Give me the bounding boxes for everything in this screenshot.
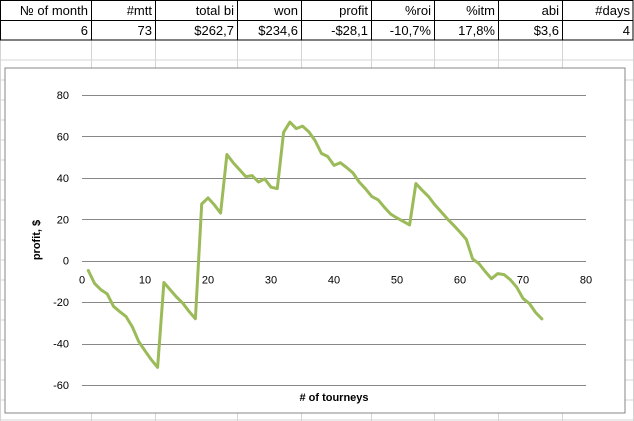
table-value-cell: $234,6 [258, 23, 298, 38]
table-value-cell: $3,6 [534, 23, 559, 38]
x-tick-labels: 0 10 20 30 40 50 60 70 80 [79, 275, 592, 287]
stats-table: № of month #mtt total bi won profit %roi %itm a… [0, 0, 634, 41]
table-header-cell: abi [542, 3, 559, 18]
x-tick-label: 70 [517, 275, 529, 287]
x-tick-label: 80 [580, 275, 592, 287]
series-lines [86, 120, 544, 369]
table-header-cell: #days [595, 3, 630, 18]
x-tick-label: 0 [79, 275, 85, 287]
table-header-cell: #mtt [127, 3, 153, 18]
x-tick-label: 30 [265, 275, 277, 287]
y-tick-label: 40 [57, 173, 69, 185]
table-value-cell: 17,8% [458, 23, 495, 38]
y-tick-label: 60 [57, 131, 69, 143]
table-value-cell: 4 [623, 23, 630, 38]
y-tick-label: 80 [57, 90, 69, 102]
table-value-cell: -$28,1 [331, 23, 368, 38]
chart-gridlines [82, 95, 586, 386]
y-tick-label: -60 [53, 380, 69, 392]
x-axis-label: # of tourneys [299, 392, 368, 404]
y-tick-label: 20 [57, 214, 69, 226]
table-value-cell: $262,7 [194, 23, 234, 38]
series-line [86, 120, 544, 369]
table-header-cell: won [273, 3, 298, 18]
chart-area [4, 67, 626, 414]
table-value-cell: -10,7% [390, 23, 432, 38]
x-tick-label: 50 [391, 275, 403, 287]
table-value-cell: 73 [138, 23, 152, 38]
x-tick-label: 60 [454, 275, 466, 287]
x-tick-label: 10 [139, 275, 151, 287]
y-tick-labels: -60 -40 -20 0 20 40 60 80 [53, 90, 69, 392]
y-axis-label: profit, $ [31, 220, 43, 260]
table-header-cell: profit [339, 3, 368, 18]
table-header-cell: total bi [196, 3, 234, 18]
y-tick-label: 0 [63, 256, 69, 268]
profit-chart[interactable]: -60 -40 -20 0 20 40 60 80 0 10 20 30 40 50 60 70 80 pro… [4, 67, 626, 414]
y-tick-label: -40 [53, 339, 69, 351]
table-value-cell: 6 [81, 23, 88, 38]
x-tick-label: 40 [328, 275, 340, 287]
table-header-cell: № of month [20, 3, 88, 18]
x-tick-label: 20 [202, 275, 214, 287]
y-tick-label: -20 [53, 297, 69, 309]
table-header-cell: %itm [466, 3, 495, 18]
table-header-cell: %roi [405, 3, 431, 18]
